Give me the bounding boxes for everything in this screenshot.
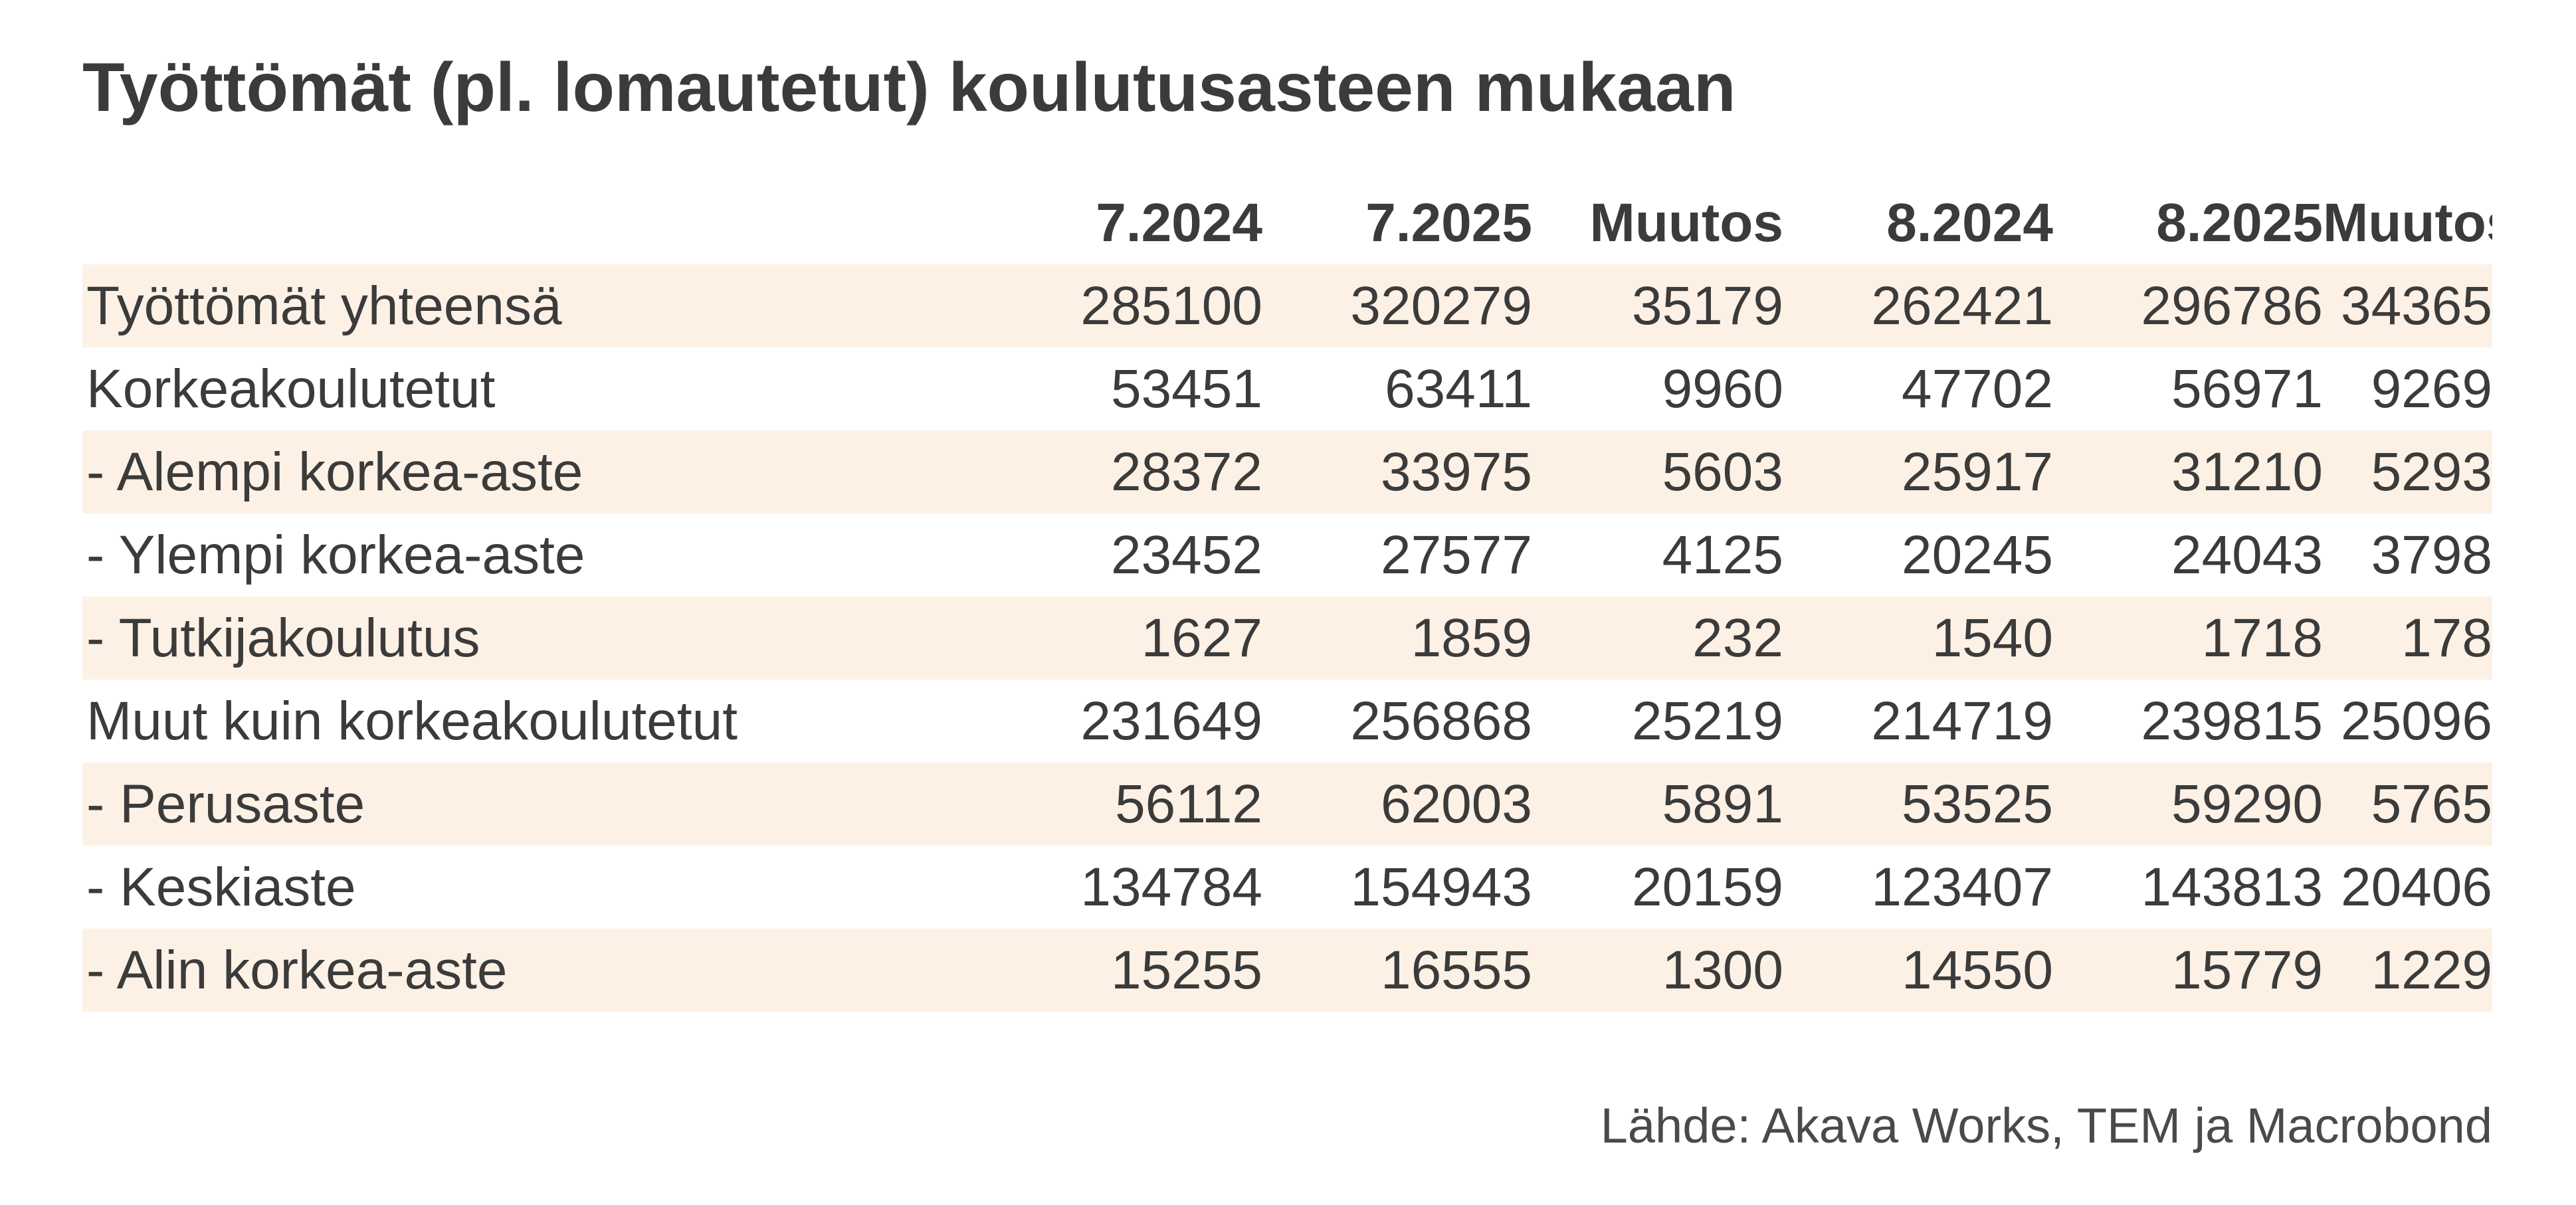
cell-8-2025: 296786	[2053, 264, 2323, 347]
cell-8-2025: 1718	[2053, 597, 2323, 680]
cell-7-2024: 1627	[955, 597, 1262, 680]
table-row: - Keskiaste 134784 154943 20159 123407 143813…	[82, 846, 2492, 929]
cell-8-2025: 15779	[2053, 929, 2323, 1012]
table-row: - Perusaste 56112 62003 5891 53525 59290 5765	[82, 763, 2492, 846]
row-label: Työttömät yhteensä	[82, 264, 955, 347]
cell-8-2024: 262421	[1783, 264, 2053, 347]
cell-muutos-8: 1229	[2323, 929, 2492, 1012]
cell-8-2024: 53525	[1783, 763, 2053, 846]
table-row: Korkeakoulutetut 53451 63411 9960 47702 56971…	[82, 347, 2492, 430]
table-row: Muut kuin korkeakoulutetut 231649 256868 25…	[82, 680, 2492, 763]
cell-7-2025: 1859	[1262, 597, 1532, 680]
table-row: - Tutkijakoulutus 1627 1859 232 1540 1718 178	[82, 597, 2492, 680]
cell-muutos-8: 20406	[2340, 857, 2492, 917]
cell-muutos-7: 1300	[1532, 929, 1783, 1012]
cell-8-2025: 59290	[2053, 763, 2323, 846]
cell-8-2025: 143813	[2141, 857, 2323, 917]
header-cell-7-2024: 7.2024	[1096, 193, 1262, 253]
row-label: - Alin korkea-aste	[82, 929, 955, 1012]
data-table: 7.2024 7.2025 Muutos 8.2024 8.2025 Muuto…	[82, 181, 2492, 1012]
row-label: - Tutkijakoulutus	[82, 597, 955, 680]
table-row: - Ylempi korkea-aste 23452 27577 4125 20245 2…	[82, 513, 2492, 597]
table-row: Työttömät yhteensä 285100 320279 35179 26242…	[82, 264, 2492, 347]
cell-7-2024: 23452	[1110, 525, 1262, 585]
table-body: Työttömät yhteensä 285100 320279 35179 26242…	[82, 264, 2492, 1012]
cell-7-2025: 154943	[1350, 857, 1532, 917]
cell-muutos-7: 4125	[1662, 525, 1783, 585]
cell-7-2024: 53451	[1110, 359, 1262, 419]
row-label: - Perusaste	[82, 763, 955, 846]
chart-title: Työttömät (pl. lomautetut) koulutusastee…	[82, 49, 1736, 126]
cell-muutos-8: 5765	[2323, 763, 2492, 846]
cell-8-2024: 1540	[1783, 597, 2053, 680]
header-cell-8-2024: 8.2024	[1886, 193, 2053, 253]
row-label: - Keskiaste	[86, 857, 356, 917]
header-cell-muutos-8: Muutos	[2323, 193, 2492, 253]
row-label: Korkeakoulutetut	[86, 359, 496, 419]
cell-8-2025: 239815	[2141, 691, 2323, 751]
cell-7-2024: 285100	[955, 264, 1262, 347]
cell-muutos-8: 9269	[2371, 359, 2492, 419]
cell-muutos-7: 5891	[1532, 763, 1783, 846]
cell-7-2024: 134784	[1080, 857, 1262, 917]
table-row: - Alempi korkea-aste 28372 33975 5603 25917 3…	[82, 430, 2492, 513]
cell-8-2024: 123407	[1871, 857, 2053, 917]
cell-8-2025: 31210	[2053, 430, 2323, 513]
cell-muutos-8: 178	[2323, 597, 2492, 680]
cell-7-2025: 62003	[1262, 763, 1532, 846]
cell-7-2025: 33975	[1262, 430, 1532, 513]
header-cell-8-2025: 8.2025	[2156, 193, 2323, 253]
cell-7-2025: 63411	[1385, 359, 1532, 419]
cell-muutos-7: 20159	[1631, 857, 1783, 917]
cell-muutos-8: 3798	[2371, 525, 2492, 585]
source-note: Lähde: Akava Works, TEM ja Macrobond	[1600, 1098, 2492, 1153]
header-cell-7-2025: 7.2025	[1365, 193, 1532, 253]
header-cell-label	[82, 181, 955, 264]
table-row: - Alin korkea-aste 15255 16555 1300 14550 157…	[82, 929, 2492, 1012]
cell-8-2024: 25917	[1783, 430, 2053, 513]
header-cell-muutos-7: Muutos	[1589, 193, 1783, 253]
cell-muutos-7: 25219	[1631, 691, 1783, 751]
row-label: Muut kuin korkeakoulutetut	[86, 691, 738, 751]
cell-7-2025: 16555	[1262, 929, 1532, 1012]
cell-8-2024: 14550	[1783, 929, 2053, 1012]
cell-muutos-8: 34365	[2323, 264, 2492, 347]
cell-7-2025: 320279	[1262, 264, 1532, 347]
header-row: 7.2024 7.2025 Muutos 8.2024 8.2025 Muuto…	[82, 181, 2492, 264]
cell-8-2024: 20245	[1901, 525, 2053, 585]
cell-7-2024: 56112	[955, 763, 1262, 846]
cell-muutos-8: 5293	[2323, 430, 2492, 513]
cell-7-2024: 15255	[955, 929, 1262, 1012]
cell-8-2024: 214719	[1871, 691, 2053, 751]
row-label: - Ylempi korkea-aste	[86, 525, 585, 585]
cell-7-2025: 256868	[1350, 691, 1532, 751]
cell-7-2024: 231649	[1080, 691, 1262, 751]
cell-8-2024: 47702	[1901, 359, 2053, 419]
row-label: - Alempi korkea-aste	[82, 430, 955, 513]
cell-8-2025: 24043	[2171, 525, 2323, 585]
cell-muutos-7: 5603	[1532, 430, 1783, 513]
cell-7-2025: 27577	[1380, 525, 1532, 585]
cell-muutos-7: 9960	[1662, 359, 1783, 419]
cell-7-2024: 28372	[955, 430, 1262, 513]
cell-muutos-7: 232	[1532, 597, 1783, 680]
cell-8-2025: 56971	[2171, 359, 2323, 419]
cell-muutos-8: 25096	[2340, 691, 2492, 751]
cell-muutos-7: 35179	[1532, 264, 1783, 347]
table-header: 7.2024 7.2025 Muutos 8.2024 8.2025 Muuto…	[82, 181, 2492, 264]
